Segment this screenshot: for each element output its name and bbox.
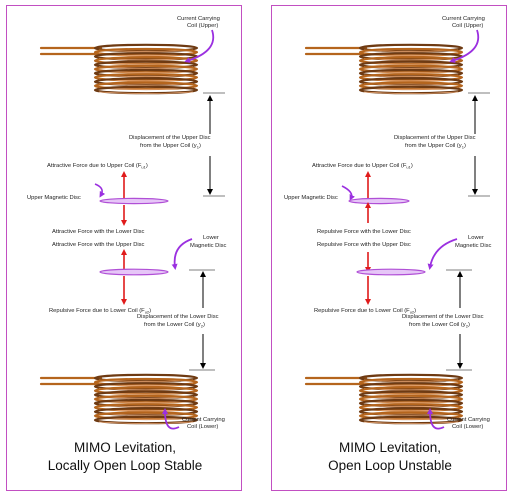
coil-turn-highlight — [98, 421, 194, 424]
caption-line1: MIMO Levitation, — [74, 440, 176, 455]
force-between-label-upper: Attractive Force with the Lower Disc — [52, 229, 145, 235]
lower-disp-label-line2: from the Lower Coil (y2) — [409, 322, 470, 329]
lower-magnetic-disc — [99, 268, 169, 276]
upper-coil-label-line1: Current Carrying — [442, 16, 485, 22]
upper-coil — [304, 43, 464, 95]
upper-disc-label: Upper Magnetic Disc — [284, 195, 338, 201]
upper-magnetic-disc — [348, 197, 410, 205]
upper-coil — [39, 43, 199, 95]
upper-disp-label-line2: from the Upper Coil (y1) — [405, 143, 466, 150]
lower-disc-callout-arrow — [171, 238, 193, 270]
caption-line2: Open Loop Unstable — [328, 458, 452, 473]
caption-line1: MIMO Levitation, — [339, 440, 441, 455]
upper-disp-label-line2: from the Upper Coil (y1) — [140, 143, 201, 150]
lower-coil-callout-arrow — [427, 408, 445, 430]
lower-coil-label-line1: Current Carrying — [182, 417, 225, 423]
upper-disc-label: Upper Magnetic Disc — [27, 195, 81, 201]
force-lower-coil-label: Repulsive Force due to Lower Coil (Fu2) — [49, 308, 151, 315]
lower-coil — [304, 373, 464, 425]
upper-coil-label-line2: Coil (Upper) — [187, 23, 218, 29]
force-lower-coil-label: Repulsive Force due to Lower Coil (Fu2) — [314, 308, 416, 315]
coil-turn-highlight — [363, 91, 459, 94]
upper-disc-callout-arrow — [341, 185, 356, 201]
lower-coil-callout-arrow — [162, 408, 180, 430]
caption-line2: Locally Open Loop Stable — [48, 458, 203, 473]
force-between-label-lower: Attractive Force with the Upper Disc — [52, 242, 145, 248]
lower-disc-callout-arrow — [427, 238, 458, 270]
panel-diagram: Current Carrying Coil (Upper) Displaceme… — [284, 16, 492, 473]
lower-disp-label-line1: Displacement of the Lower Disc — [137, 314, 219, 320]
force-between-label-upper: Repulsive Force with the Lower Disc — [317, 229, 411, 235]
lower-disc-label-line2: Magnetic Disc — [455, 243, 492, 249]
lower-coil-label-line1: Current Carrying — [447, 417, 490, 423]
panel-diagram: Current Carrying Coil (Upper) Displaceme… — [27, 16, 227, 473]
lower-disp-label-line2: from the Lower Coil (y2) — [144, 322, 205, 329]
upper-coil-callout-arrow — [184, 29, 215, 63]
upper-coil-label-line1: Current Carrying — [177, 16, 220, 22]
lower-disp-label-line1: Displacement of the Lower Disc — [402, 314, 484, 320]
force-upper-coil-label: Attractive Force due to Upper Coil (Fu1) — [312, 163, 413, 170]
upper-coil-label-line2: Coil (Upper) — [452, 23, 483, 29]
upper-coil-callout-arrow — [449, 29, 480, 63]
lower-magnetic-disc — [356, 268, 426, 276]
panel-right: Current Carrying Coil (Upper) Displaceme… — [271, 5, 507, 491]
force-upper-coil-label: Attractive Force due to Upper Coil (Fu1) — [47, 163, 148, 170]
coil-turn-highlight — [98, 91, 194, 94]
lower-disc-label-line2: Magnetic Disc — [190, 243, 227, 249]
lower-coil-label-line2: Coil (Lower) — [452, 424, 483, 430]
panel-left: Current Carrying Coil (Upper) Displaceme… — [6, 5, 242, 491]
upper-disp-label-line1: Displacement of the Upper Disc — [129, 135, 211, 141]
lower-disc-label-line1: Lower — [203, 235, 219, 241]
lower-coil-label-line2: Coil (Lower) — [187, 424, 218, 430]
lower-coil — [39, 373, 199, 425]
lower-disc-label-line1: Lower — [468, 235, 484, 241]
upper-disc-callout-arrow — [94, 183, 106, 198]
coil-turn-highlight — [363, 421, 459, 424]
upper-disp-label-line1: Displacement of the Upper Disc — [394, 135, 476, 141]
upper-magnetic-disc — [99, 197, 169, 205]
force-between-label-lower: Repulsive Force with the Upper Disc — [317, 242, 411, 248]
